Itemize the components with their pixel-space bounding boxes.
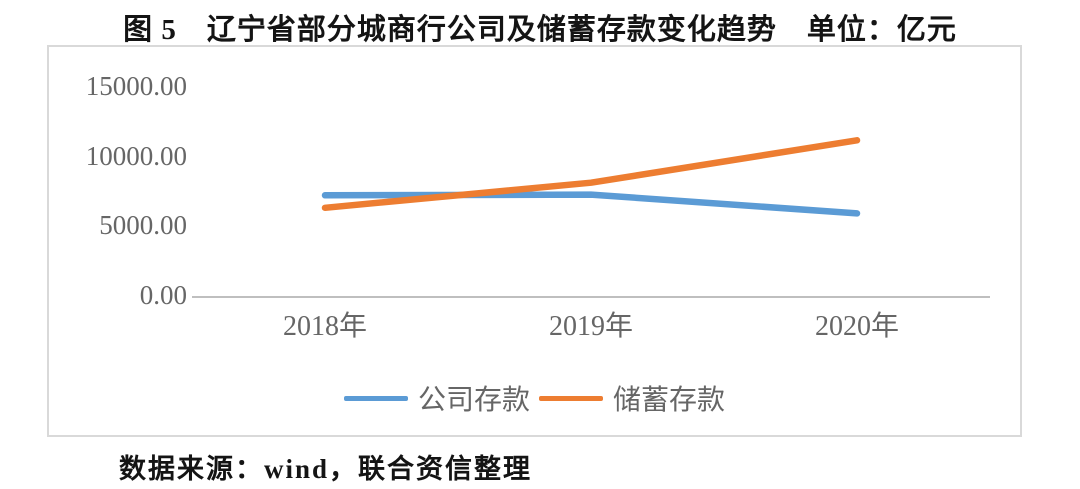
plot-canvas	[192, 137, 990, 298]
legend-line-swatch-orange	[539, 395, 603, 401]
x-axis-tick-label: 2019年	[548, 311, 634, 342]
series-lines	[321, 137, 861, 217]
legend-line-swatch-blue	[343, 395, 408, 401]
legend-label: 储蓄存款	[613, 385, 726, 416]
chart-area: 15000.00 10000.00 5000.00 0.00 2018年 201…	[47, 45, 1022, 437]
legend-label: 公司存款	[417, 385, 530, 416]
series-line	[321, 191, 861, 217]
data-source-note: 数据来源：wind，联合资信整理	[119, 454, 533, 484]
y-axis-tick-label: 0.00	[139, 280, 187, 310]
y-axis-tick-label: 10000.00	[85, 141, 187, 171]
chart-legend: 公司存款 储蓄存款	[49, 378, 1020, 418]
x-axis-tick-label: 2018年	[282, 311, 368, 342]
x-axis-tick-label: 2020年	[814, 311, 900, 342]
legend-item-savings-deposits: 储蓄存款	[539, 378, 725, 418]
chart-title: 图 5 辽宁省部分城商行公司及储蓄存款变化趋势 单位：亿元	[123, 14, 957, 46]
y-axis-tick-label: 5000.00	[99, 210, 187, 240]
y-axis-tick-label: 15000.00	[85, 71, 187, 101]
legend-item-corporate-deposits: 公司存款	[343, 378, 530, 418]
series-line	[321, 137, 861, 212]
